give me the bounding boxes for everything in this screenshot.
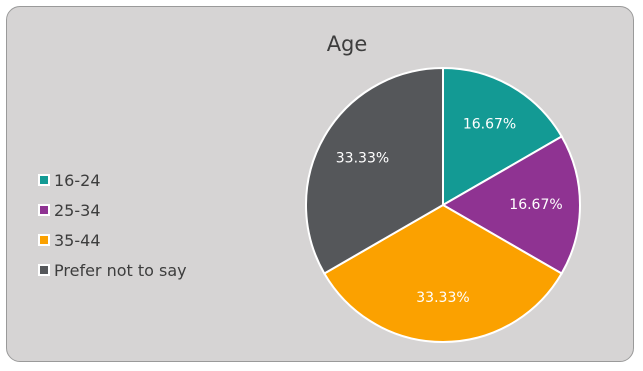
pie-slice-prefer-not-to-say: [305, 66, 444, 275]
legend-item-prefer-not-to-say: Prefer not to say: [38, 255, 187, 285]
legend-label-prefer-not-to-say: Prefer not to say: [54, 260, 187, 280]
legend: 16-24 25-34 35-44 Prefer not to say: [38, 165, 187, 285]
legend-swatch-16-24: [38, 174, 50, 186]
data-label-35-44: 33.33%: [416, 290, 469, 306]
legend-label-25-34: 25-34: [54, 200, 101, 220]
legend-swatch-prefer-not-to-say: [38, 264, 50, 276]
chart-container: Age 16-24 25-34 35-44 Prefer not to say …: [6, 6, 634, 362]
legend-swatch-35-44: [38, 234, 50, 246]
pie-data-labels: 16.67% 16.67% 33.33% 33.33%: [336, 116, 563, 306]
pie-chart: 16.67% 16.67% 33.33% 33.33%: [305, 66, 581, 343]
legend-label-35-44: 35-44: [54, 230, 101, 250]
chart-title: Age: [326, 32, 368, 56]
legend-item-35-44: 35-44: [38, 225, 187, 255]
data-label-25-34: 16.67%: [509, 197, 562, 213]
legend-item-16-24: 16-24: [38, 165, 187, 195]
data-label-16-24: 16.67%: [463, 116, 516, 132]
legend-label-16-24: 16-24: [54, 170, 101, 190]
legend-swatch-25-34: [38, 204, 50, 216]
legend-item-25-34: 25-34: [38, 195, 187, 225]
data-label-prefer-not-to-say: 33.33%: [336, 150, 389, 166]
pie-slice-25-34: [441, 135, 581, 275]
pie-slices: [305, 66, 581, 343]
pie-slice-16-24: [442, 66, 564, 207]
